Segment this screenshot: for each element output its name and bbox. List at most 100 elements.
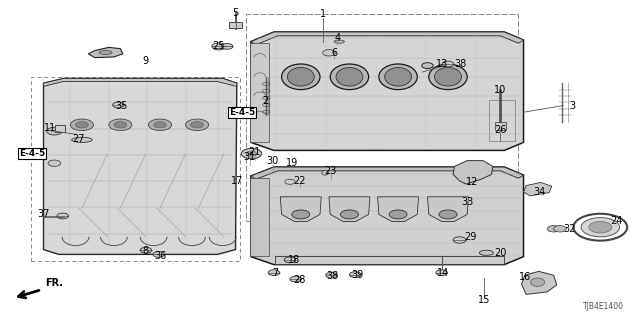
Circle shape <box>113 102 124 108</box>
Text: 2: 2 <box>262 96 269 106</box>
Circle shape <box>284 257 296 263</box>
Polygon shape <box>453 161 493 184</box>
Text: 9: 9 <box>143 56 149 66</box>
Ellipse shape <box>531 278 545 286</box>
Text: 19: 19 <box>285 158 298 168</box>
Text: 21: 21 <box>248 147 261 157</box>
Circle shape <box>140 247 152 253</box>
Ellipse shape <box>479 250 493 255</box>
Circle shape <box>154 122 166 128</box>
Text: 39: 39 <box>351 270 364 280</box>
Polygon shape <box>251 32 524 45</box>
Ellipse shape <box>340 210 358 219</box>
Text: 3: 3 <box>570 100 576 111</box>
Ellipse shape <box>389 210 407 219</box>
Text: 18: 18 <box>288 255 301 265</box>
Text: 12: 12 <box>465 177 478 188</box>
Circle shape <box>47 127 62 135</box>
Circle shape <box>268 270 280 276</box>
Text: 38: 38 <box>454 59 467 69</box>
Text: 11: 11 <box>44 123 56 133</box>
Text: 30: 30 <box>266 156 279 166</box>
Ellipse shape <box>429 64 467 90</box>
Text: FR.: FR. <box>45 278 63 288</box>
Circle shape <box>436 270 447 276</box>
Bar <box>495 122 506 130</box>
Circle shape <box>290 276 301 282</box>
Polygon shape <box>251 32 524 150</box>
Ellipse shape <box>334 40 344 43</box>
Circle shape <box>114 122 127 128</box>
Circle shape <box>221 44 233 49</box>
Text: 23: 23 <box>324 166 337 176</box>
Polygon shape <box>44 78 237 86</box>
Text: 16: 16 <box>518 272 531 282</box>
Text: 22: 22 <box>293 176 306 186</box>
Ellipse shape <box>282 64 320 90</box>
Text: 33: 33 <box>461 196 474 207</box>
Text: 36: 36 <box>154 251 166 261</box>
Ellipse shape <box>322 171 328 175</box>
Polygon shape <box>524 182 552 196</box>
Circle shape <box>547 226 560 232</box>
Circle shape <box>442 61 454 67</box>
Text: 37: 37 <box>37 209 50 220</box>
Text: 38: 38 <box>326 271 339 281</box>
Text: E-4-5: E-4-5 <box>19 149 45 158</box>
Text: 26: 26 <box>494 124 507 135</box>
Polygon shape <box>522 271 557 294</box>
Text: 7: 7 <box>272 268 278 278</box>
Bar <box>229 22 242 28</box>
Circle shape <box>589 221 612 233</box>
Bar <box>489 100 515 141</box>
Text: 10: 10 <box>494 84 507 95</box>
Bar <box>250 178 269 256</box>
Polygon shape <box>44 78 237 254</box>
Circle shape <box>191 122 204 128</box>
Text: 6: 6 <box>331 48 337 58</box>
Text: 31: 31 <box>243 152 256 162</box>
Text: 24: 24 <box>610 216 623 226</box>
Bar <box>55 125 65 132</box>
Text: 15: 15 <box>478 295 491 305</box>
Text: 34: 34 <box>533 187 546 197</box>
Ellipse shape <box>287 68 314 86</box>
Bar <box>31 77 240 261</box>
Circle shape <box>76 122 88 128</box>
Ellipse shape <box>422 63 433 68</box>
Polygon shape <box>428 197 468 221</box>
Text: 29: 29 <box>464 232 477 243</box>
Circle shape <box>554 226 566 232</box>
Polygon shape <box>329 197 370 221</box>
Ellipse shape <box>330 64 369 90</box>
Polygon shape <box>275 256 504 264</box>
Polygon shape <box>251 167 524 179</box>
Circle shape <box>148 119 172 131</box>
Circle shape <box>153 252 164 257</box>
Circle shape <box>241 148 262 159</box>
Ellipse shape <box>439 210 457 219</box>
Text: 13: 13 <box>435 59 448 69</box>
Ellipse shape <box>435 68 461 86</box>
Polygon shape <box>378 197 419 221</box>
Circle shape <box>109 119 132 131</box>
Text: 14: 14 <box>437 268 450 278</box>
Text: 8: 8 <box>143 246 149 256</box>
Text: 35: 35 <box>115 100 128 111</box>
Text: 32: 32 <box>563 224 576 234</box>
Text: 1: 1 <box>320 9 326 20</box>
Bar <box>246 14 518 221</box>
Bar <box>250 43 269 142</box>
Ellipse shape <box>99 51 112 54</box>
Circle shape <box>70 119 93 131</box>
Text: 28: 28 <box>293 275 306 285</box>
Text: TJB4E1400: TJB4E1400 <box>583 302 624 311</box>
Ellipse shape <box>336 68 363 86</box>
Circle shape <box>323 50 335 56</box>
Circle shape <box>212 43 226 50</box>
Text: 20: 20 <box>494 248 507 258</box>
Circle shape <box>285 179 295 184</box>
Ellipse shape <box>385 68 412 86</box>
Text: E-4-5: E-4-5 <box>229 108 255 117</box>
Ellipse shape <box>72 137 92 142</box>
